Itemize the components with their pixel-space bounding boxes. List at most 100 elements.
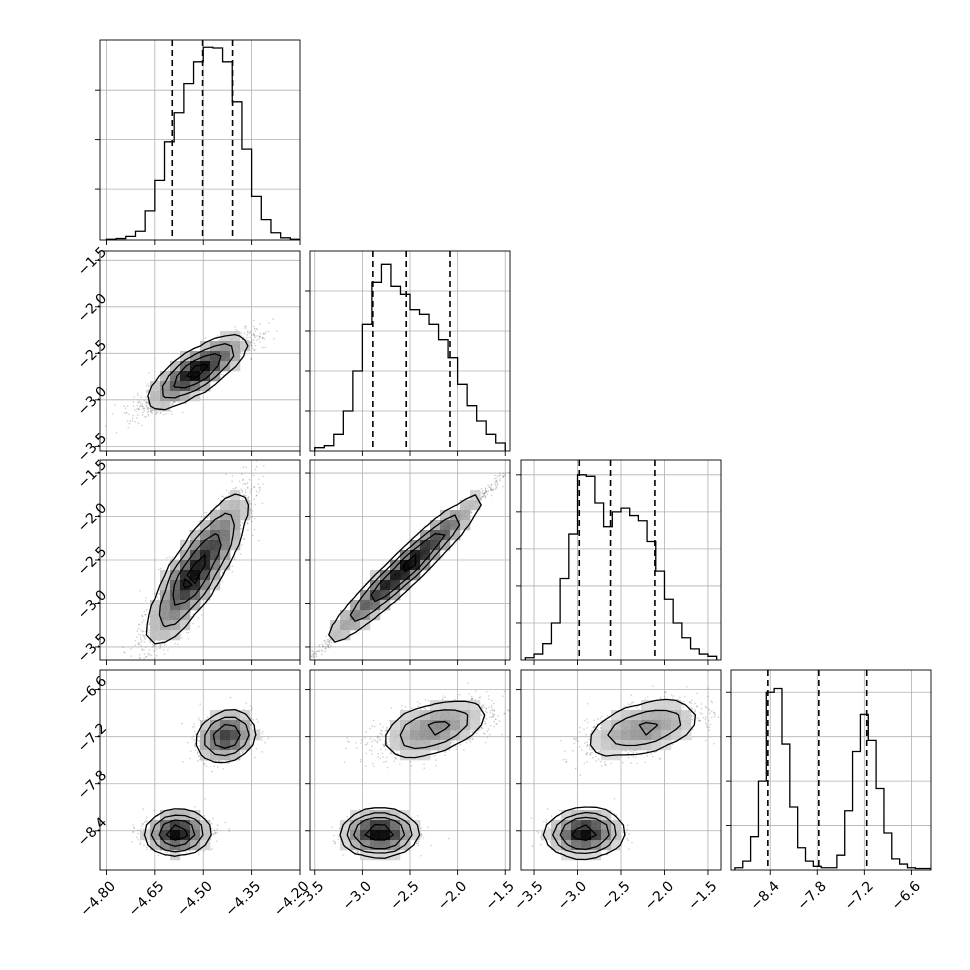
scatter-point xyxy=(240,473,243,476)
scatter-point xyxy=(253,486,256,489)
scatter-point xyxy=(248,478,251,481)
scatter-point xyxy=(252,348,254,350)
scatter-point xyxy=(247,336,249,339)
scatter-point xyxy=(125,412,128,414)
scatter-point xyxy=(168,556,171,559)
panel-p3-hist xyxy=(516,459,722,665)
scatter-point xyxy=(141,414,144,416)
p1-hist-frame xyxy=(99,39,301,241)
density-cell xyxy=(150,381,161,392)
scatter-point xyxy=(225,473,227,476)
scatter-point xyxy=(134,644,136,646)
scatter-point xyxy=(253,334,255,337)
scatter-point xyxy=(123,651,125,653)
scatter-point xyxy=(144,613,147,616)
scatter-point xyxy=(200,516,202,518)
scatter-point xyxy=(153,592,156,595)
scatter-point xyxy=(241,491,243,494)
scatter-point xyxy=(243,494,245,496)
panel-p2-hist xyxy=(305,250,511,456)
scatter-point xyxy=(133,396,135,399)
scatter-point xyxy=(250,358,252,361)
scatter-point xyxy=(254,468,257,471)
scatter-point xyxy=(184,402,187,405)
scatter-point xyxy=(163,644,166,646)
scatter-point xyxy=(238,480,241,483)
density-cell xyxy=(170,381,181,392)
panel-p21 xyxy=(95,250,301,456)
density-cell xyxy=(160,381,171,392)
scatter-point xyxy=(176,643,179,645)
scatter-point xyxy=(145,600,147,602)
panel-p4-hist xyxy=(726,669,932,875)
scatter-point xyxy=(144,613,146,616)
scatter-point xyxy=(250,341,252,343)
scatter-point xyxy=(253,335,256,337)
scatter-point xyxy=(253,498,255,501)
scatter-point xyxy=(241,522,244,524)
scatter-point xyxy=(172,556,174,558)
scatter-point xyxy=(147,652,149,654)
density-cell xyxy=(210,361,221,372)
scatter-point xyxy=(256,335,258,337)
scatter-point xyxy=(141,405,144,408)
scatter-point xyxy=(250,339,253,341)
scatter-point xyxy=(259,341,261,343)
scatter-point xyxy=(258,336,261,338)
scatter-point xyxy=(256,339,258,341)
density-contour xyxy=(147,333,249,411)
scatter-point xyxy=(248,332,251,335)
scatter-point xyxy=(143,641,146,643)
scatter-point xyxy=(262,333,265,335)
density-cell xyxy=(160,371,171,382)
scatter-point xyxy=(143,610,146,613)
scatter-point xyxy=(234,326,236,328)
scatter-point xyxy=(123,412,125,414)
scatter-point xyxy=(148,372,150,374)
scatter-point xyxy=(174,401,176,403)
scatter-point xyxy=(146,408,149,411)
scatter-point xyxy=(142,407,144,410)
density-contour xyxy=(173,353,222,389)
scatter-point xyxy=(216,335,219,337)
scatter-point xyxy=(134,420,136,423)
scatter-point xyxy=(133,408,136,411)
scatter-point xyxy=(250,341,253,344)
scatter-point xyxy=(142,630,144,633)
density-contour xyxy=(186,363,208,379)
scatter-point xyxy=(147,383,149,385)
scatter-point xyxy=(221,495,223,498)
scatter-point xyxy=(147,407,150,409)
scatter-point xyxy=(147,407,149,410)
density-cell xyxy=(190,381,201,392)
scatter-point xyxy=(250,358,253,360)
scatter-point xyxy=(165,413,167,415)
scatter-point xyxy=(137,642,140,644)
scatter-point xyxy=(148,623,150,626)
scatter-point xyxy=(142,619,145,621)
scatter-point xyxy=(165,557,168,559)
scatter-point xyxy=(141,649,144,652)
scatter-point xyxy=(255,465,258,468)
scatter-point xyxy=(255,328,258,330)
density-cell xyxy=(210,371,221,382)
scatter-point xyxy=(253,327,256,330)
scatter-point xyxy=(145,415,147,418)
scatter-point xyxy=(258,478,260,480)
scatter-point xyxy=(245,491,247,494)
scatter-point xyxy=(257,491,260,494)
density-cell xyxy=(190,371,201,382)
scatter-point xyxy=(185,631,188,634)
scatter-point xyxy=(253,319,255,322)
scatter-point xyxy=(141,405,144,408)
scatter-point xyxy=(245,483,247,486)
scatter-point xyxy=(129,420,132,423)
scatter-point xyxy=(140,402,142,404)
scatter-point xyxy=(254,503,257,506)
scatter-point xyxy=(243,327,245,329)
scatter-point xyxy=(265,331,267,333)
scatter-point xyxy=(137,633,140,636)
density-cell xyxy=(220,361,231,372)
scatter-point xyxy=(262,337,264,340)
